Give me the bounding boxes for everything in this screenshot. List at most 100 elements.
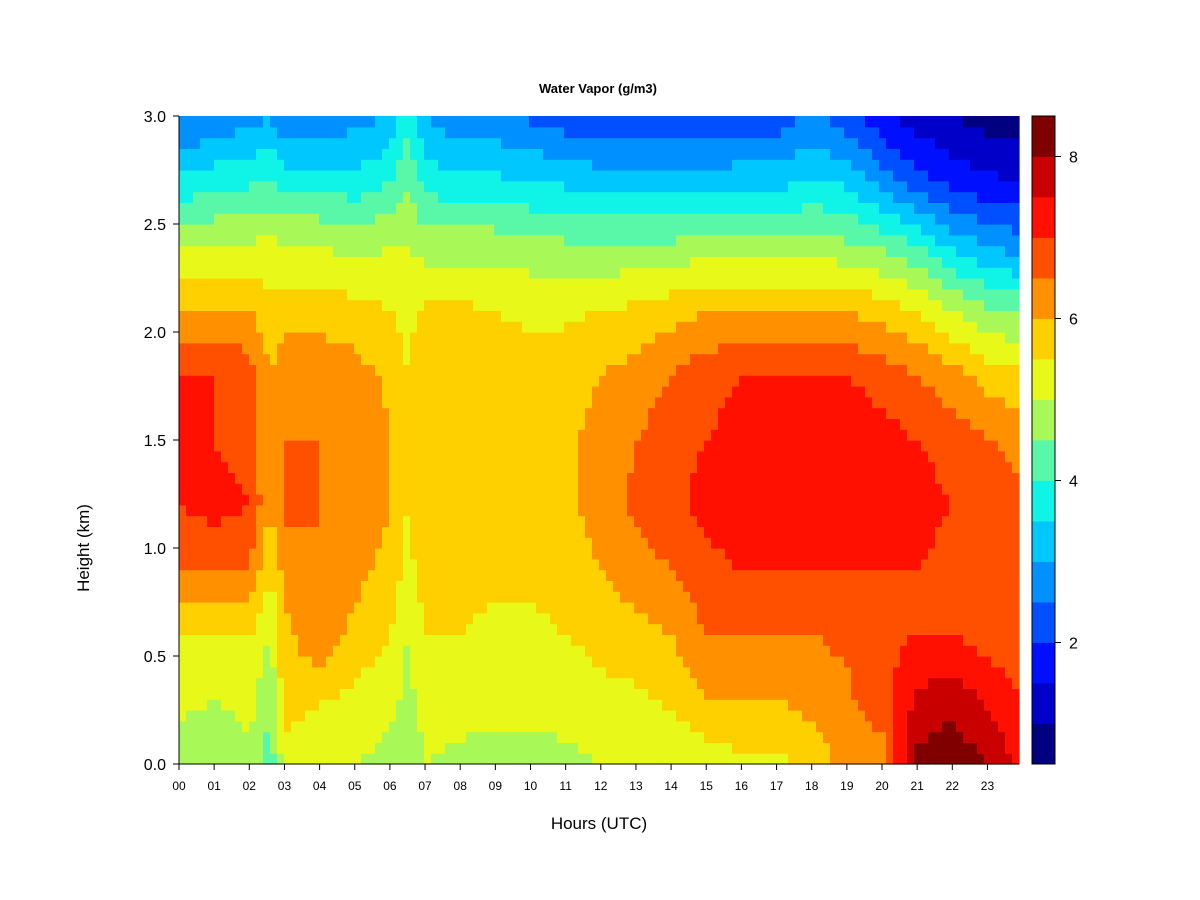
heatmap-cell — [242, 504, 250, 517]
heatmap-cell — [368, 623, 376, 635]
heatmap-cell — [186, 699, 194, 711]
heatmap-cell — [487, 558, 495, 571]
heatmap-cell — [263, 396, 271, 409]
heatmap-cell — [186, 612, 194, 625]
heatmap-cell — [312, 472, 320, 484]
heatmap-cell — [459, 148, 467, 160]
heatmap-cell — [655, 580, 663, 592]
heatmap-cell — [515, 558, 523, 571]
heatmap-cell — [648, 558, 656, 571]
heatmap-cell — [620, 159, 628, 171]
heatmap-cell — [501, 699, 509, 711]
heatmap-cell — [522, 180, 530, 193]
heatmap-cell — [732, 375, 740, 387]
heatmap-cell — [333, 202, 341, 214]
heatmap-cell — [627, 710, 635, 722]
heatmap-cell — [508, 591, 516, 603]
heatmap-cell — [452, 634, 460, 646]
heatmap-cell — [746, 558, 754, 571]
heatmap-cell — [200, 699, 208, 711]
heatmap-cell — [277, 256, 285, 268]
heatmap-cell — [459, 137, 467, 149]
heatmap-cell — [739, 278, 747, 290]
heatmap-cell — [424, 580, 432, 592]
heatmap-cell — [312, 332, 320, 344]
heatmap-cell — [235, 699, 243, 711]
heatmap-cell — [501, 483, 509, 495]
heatmap-cell — [627, 731, 635, 743]
heatmap-cell — [242, 710, 250, 722]
heatmap-cell — [648, 191, 656, 203]
heatmap-cell — [305, 364, 313, 376]
heatmap-cell — [732, 396, 740, 409]
heatmap-cell — [298, 170, 306, 182]
heatmap-cell — [284, 602, 292, 614]
heatmap-cell — [417, 170, 425, 182]
heatmap-cell — [186, 753, 194, 765]
heatmap-cell — [508, 677, 516, 689]
heatmap-cell — [179, 159, 187, 171]
heatmap-cell — [753, 515, 761, 527]
heatmap-cell — [235, 569, 243, 581]
heatmap-cell — [354, 278, 362, 290]
heatmap-cell — [641, 602, 649, 614]
heatmap-cell — [382, 234, 390, 247]
heatmap-cell — [312, 310, 320, 322]
heatmap-cell — [382, 537, 390, 549]
heatmap-cell — [473, 288, 481, 301]
heatmap-cell — [298, 461, 306, 473]
heatmap-cell — [235, 461, 243, 473]
heatmap-cell — [424, 710, 432, 722]
heatmap-cell — [655, 731, 663, 743]
heatmap-cell — [221, 580, 229, 592]
heatmap-cell — [466, 180, 474, 193]
heatmap-cell — [494, 494, 502, 506]
heatmap-cell — [214, 666, 222, 679]
heatmap-cell — [501, 548, 509, 560]
heatmap-cell — [592, 677, 600, 689]
heatmap-cell — [641, 450, 649, 463]
heatmap-cell — [662, 450, 670, 463]
heatmap-cell — [655, 472, 663, 484]
heatmap-cell — [256, 450, 264, 463]
heatmap-cell — [543, 666, 551, 679]
heatmap-cell — [368, 461, 376, 473]
heatmap-cell — [641, 256, 649, 268]
heatmap-cell — [683, 429, 691, 441]
heatmap-cell — [550, 699, 558, 711]
heatmap-cell — [389, 245, 397, 257]
heatmap-cell — [473, 418, 481, 430]
heatmap-cell — [515, 299, 523, 311]
heatmap-cell — [389, 710, 397, 722]
heatmap-cell — [284, 321, 292, 333]
heatmap-cell — [200, 321, 208, 333]
heatmap-cell — [578, 375, 586, 387]
heatmap-cell — [200, 116, 208, 128]
heatmap-cell — [193, 612, 201, 625]
heatmap-cell — [718, 386, 726, 398]
heatmap-cell — [529, 386, 537, 398]
heatmap-cell — [347, 191, 355, 203]
heatmap-cell — [284, 666, 292, 679]
heatmap-cell — [753, 159, 761, 171]
heatmap-cell — [473, 148, 481, 160]
heatmap-cell — [179, 569, 187, 581]
heatmap-cell — [627, 688, 635, 700]
heatmap-cell — [438, 407, 446, 419]
heatmap-cell — [424, 450, 432, 463]
heatmap-cell — [739, 558, 747, 571]
heatmap-cell — [249, 202, 257, 214]
heatmap-cell — [536, 504, 544, 517]
heatmap-cell — [655, 494, 663, 506]
heatmap-cell — [753, 299, 761, 311]
heatmap-cell — [487, 278, 495, 290]
heatmap-cell — [753, 623, 761, 635]
heatmap-cell — [389, 159, 397, 171]
heatmap-cell — [739, 353, 747, 365]
heatmap-cell — [382, 720, 390, 733]
heatmap-cell — [396, 418, 404, 430]
heatmap-cell — [452, 753, 460, 765]
heatmap-cell — [452, 386, 460, 398]
heatmap-cell — [354, 429, 362, 441]
heatmap-cell — [662, 116, 670, 128]
